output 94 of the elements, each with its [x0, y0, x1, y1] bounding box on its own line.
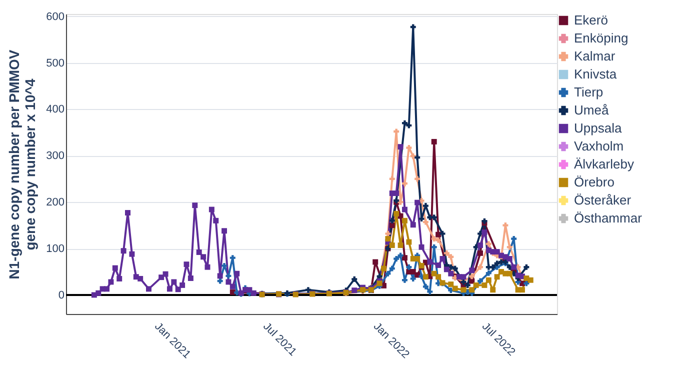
- legend-label: Örebro: [574, 174, 614, 190]
- point: [226, 273, 232, 279]
- point: [376, 280, 382, 286]
- point: [389, 176, 395, 182]
- legend-label: Älvkarleby: [574, 156, 634, 172]
- point: [422, 284, 428, 290]
- point: [414, 154, 420, 160]
- point: [394, 256, 400, 262]
- point: [422, 219, 428, 225]
- point: [394, 210, 400, 216]
- legend-label: Enköping: [574, 30, 628, 46]
- point: [398, 252, 404, 258]
- point: [385, 230, 391, 236]
- point: [431, 138, 437, 144]
- point: [506, 244, 512, 250]
- point: [431, 236, 437, 242]
- point: [406, 264, 412, 270]
- y-tick-label: 400: [46, 104, 64, 116]
- point: [464, 282, 470, 288]
- legend-label: Tierp: [574, 84, 604, 100]
- point: [410, 269, 416, 274]
- point: [402, 180, 408, 186]
- point: [524, 264, 530, 270]
- point: [381, 266, 386, 272]
- point: [406, 122, 412, 128]
- point: [482, 282, 488, 288]
- point: [436, 232, 442, 238]
- point: [452, 286, 458, 292]
- point: [478, 264, 483, 270]
- point: [528, 277, 534, 283]
- point: [436, 274, 442, 280]
- point: [389, 242, 395, 248]
- point: [305, 287, 311, 293]
- point: [478, 278, 483, 284]
- point: [352, 276, 358, 282]
- point: [402, 120, 408, 126]
- point: [389, 222, 395, 228]
- point: [406, 239, 412, 245]
- y-tick-label: 0: [58, 289, 64, 302]
- legend-label: Östhammar: [574, 210, 643, 226]
- y-tick-label: 500: [46, 57, 64, 70]
- point: [398, 242, 404, 248]
- point: [230, 289, 236, 295]
- point: [519, 287, 525, 293]
- point: [469, 287, 475, 293]
- point: [431, 244, 437, 250]
- point: [444, 250, 450, 256]
- legend-label: Vaxholm: [574, 138, 624, 154]
- point: [486, 277, 492, 283]
- legend-label: Österåker: [574, 192, 632, 208]
- point: [431, 214, 437, 220]
- point: [427, 288, 433, 294]
- point: [230, 255, 236, 261]
- point: [394, 128, 400, 134]
- y-tick-label: 100: [46, 243, 64, 256]
- point: [506, 270, 512, 276]
- point: [414, 176, 420, 182]
- point: [490, 264, 496, 270]
- point: [410, 153, 416, 159]
- point: [460, 287, 466, 293]
- point: [217, 278, 223, 284]
- point: [494, 274, 500, 280]
- point: [402, 218, 408, 224]
- point: [490, 287, 496, 293]
- y-tick-label: 200: [46, 196, 64, 209]
- y-axis-title: N1-gene copy number per PMMOV gene copy number x 10^4: [6, 49, 38, 280]
- point: [494, 260, 500, 266]
- point: [502, 222, 508, 228]
- point: [385, 270, 391, 276]
- point: [448, 282, 454, 288]
- point: [385, 236, 391, 242]
- point: [406, 145, 412, 150]
- point: [418, 216, 424, 222]
- point: [469, 274, 475, 280]
- point: [422, 274, 428, 280]
- legend-label: Ekerö: [574, 12, 608, 28]
- legend-label: Umeå: [574, 102, 610, 118]
- point: [486, 241, 492, 247]
- point: [402, 255, 408, 261]
- legend-label: Uppsala: [574, 120, 622, 136]
- point: [414, 256, 420, 262]
- point: [440, 230, 446, 236]
- point: [448, 254, 454, 260]
- point: [469, 278, 475, 284]
- y-tick-label: 600: [46, 10, 64, 23]
- legend-label: Knivsta: [574, 66, 618, 82]
- point: [478, 250, 483, 256]
- point: [486, 270, 492, 276]
- point: [389, 218, 395, 224]
- legend-label: Kalmar: [574, 48, 616, 64]
- point: [473, 282, 479, 288]
- y-tick-label: 300: [46, 150, 64, 162]
- point: [436, 237, 442, 243]
- point: [372, 259, 378, 265]
